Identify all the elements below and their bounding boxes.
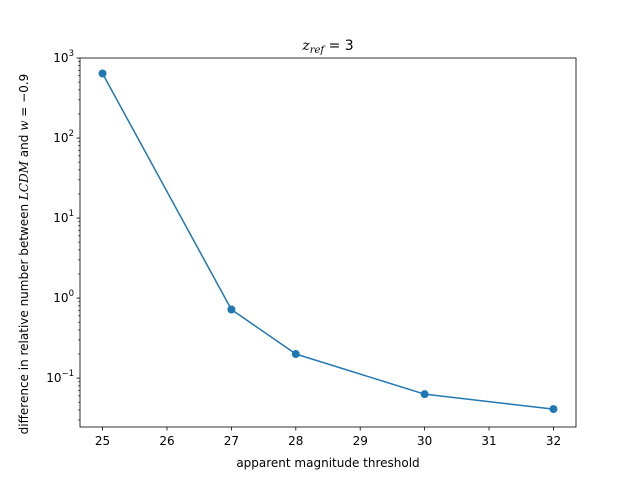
x-tick-label: 26: [159, 434, 174, 448]
data-point: [291, 350, 300, 359]
x-tick-label: 30: [417, 434, 432, 448]
x-tick-label: 25: [95, 434, 110, 448]
y-tick-label: 101: [53, 209, 74, 225]
y-tick-label: 10−1: [46, 369, 74, 385]
plot-layer: 25 26 27 28 29 30 31 32 10−1 100 101 102 103: [46, 49, 577, 448]
x-tick-label: 28: [288, 434, 303, 448]
data-point: [420, 390, 429, 399]
y-tick-label: 102: [53, 129, 74, 145]
y-tick-label: 100: [53, 289, 74, 305]
data-point: [98, 69, 107, 78]
x-tick-label: 27: [224, 434, 239, 448]
x-tick-label: 32: [546, 434, 561, 448]
data-point: [227, 305, 236, 314]
y-tick-label: 103: [53, 49, 74, 65]
x-tick-label: 31: [481, 434, 496, 448]
data-point: [549, 405, 558, 414]
chart-title: zref = 3: [301, 38, 353, 56]
plot-frame: [79, 57, 577, 428]
x-axis-label: apparent magnitude threshold: [236, 456, 419, 470]
x-tick-label: 29: [353, 434, 368, 448]
y-axis-label: difference in relative number between LC…: [17, 74, 31, 435]
